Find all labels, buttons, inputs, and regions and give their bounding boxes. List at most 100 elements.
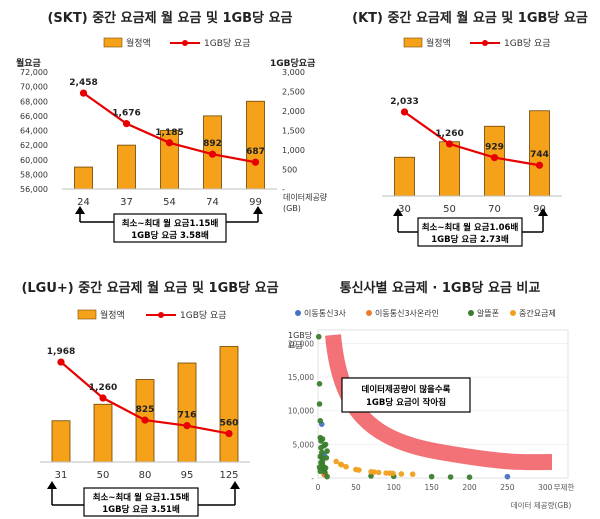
- y-tick-label: 15,000: [288, 373, 314, 382]
- note-line-2: 1GB당 요금 3.58배: [131, 230, 209, 241]
- scatter-point: [321, 442, 327, 449]
- x-tick-label: 24: [77, 197, 90, 208]
- legend-line-marker: [158, 312, 164, 318]
- scatter-point: [317, 453, 324, 460]
- left-tick-label: 60,000: [20, 156, 48, 165]
- legend-label: 이동통신3사: [304, 308, 347, 318]
- note-line-2: 1GB당 요금 3.51배: [102, 504, 180, 515]
- x-tick-label: 74: [206, 197, 219, 208]
- x-tick-label: 50: [443, 204, 456, 215]
- legend-bar-swatch: [103, 37, 123, 48]
- skt-chart-title: (SKT) 중간 요금제 월 요금 및 1GB당 요금: [47, 10, 292, 26]
- per-gb-label: 929: [485, 143, 504, 153]
- per-gb-label: 2,458: [69, 78, 97, 88]
- per-gb-point: [225, 429, 233, 438]
- bar: [246, 100, 265, 190]
- per-gb-point: [445, 140, 454, 148]
- per-gb-point: [490, 154, 499, 162]
- bar: [93, 403, 113, 463]
- annotation-line-1: 데이터제공량이 많을수록: [362, 384, 451, 395]
- note-box: [417, 217, 523, 247]
- x-tick-label: 70: [488, 204, 501, 215]
- x-tick-label: 80: [139, 470, 152, 481]
- legend-line-marker: [182, 40, 188, 46]
- x-tick-label: 99: [249, 197, 262, 208]
- right-tick-label: 2,500: [282, 88, 305, 97]
- per-gb-label: 744: [530, 150, 549, 160]
- left-tick-label: 66,000: [20, 112, 48, 121]
- bar: [74, 166, 93, 190]
- legend-marker: [468, 310, 474, 316]
- scatter-point: [315, 333, 322, 340]
- x-tick-label: 200: [462, 483, 477, 492]
- x-tick-label: 300: [538, 483, 553, 492]
- legend-line-label: 1GB당 요금: [504, 38, 551, 49]
- y-tick-label: -: [311, 474, 314, 483]
- scatter-point: [318, 459, 324, 466]
- right-tick-label: 1,500: [282, 127, 305, 136]
- left-tick-label: 72,000: [20, 68, 48, 77]
- scatter-chart: 통신사별 요금제 · 1GB당 요금 비교 이동통신3사 이동통신3사온라인 알뜰폰…: [288, 280, 575, 510]
- per-gb-point: [79, 89, 88, 97]
- legend-bar-label: 월정액: [426, 37, 451, 49]
- scatter-point: [466, 474, 473, 480]
- right-axis-title: 1GB당요금: [270, 57, 316, 69]
- per-gb-label: 825: [136, 405, 155, 415]
- per-gb-line: [403, 111, 540, 167]
- per-gb-point: [141, 416, 149, 424]
- note-box: [113, 213, 227, 243]
- legend-marker: [366, 310, 372, 316]
- left-tick-label: 70,000: [20, 83, 48, 92]
- legend-marker: [295, 310, 301, 316]
- y-axis-title: 1GB당 요금: [288, 330, 313, 350]
- x-tick-label: 31: [55, 470, 68, 481]
- per-gb-label: 1,968: [47, 347, 75, 357]
- scatter-point: [398, 471, 405, 477]
- per-gb-label: 1,185: [155, 128, 183, 138]
- legend-bar-label: 월정액: [100, 309, 125, 321]
- per-gb-label: 716: [178, 411, 197, 421]
- note-line-1: 최소~최대 월 요금1.06배: [422, 222, 519, 233]
- x-axis-title: 데이터 제공량(GB): [511, 500, 572, 510]
- x-tick-label: 0: [316, 483, 321, 492]
- scatter-point: [316, 401, 323, 407]
- right-tick-label: 500: [282, 166, 297, 175]
- scatter-point: [356, 467, 362, 473]
- lgu-chart-title: (LGU+) 중간 요금제 월 요금 및 1GB당 요금: [21, 280, 278, 296]
- scatter-point: [409, 471, 416, 478]
- scatter-point: [324, 448, 330, 454]
- per-gb-point: [251, 158, 260, 166]
- y-tick-label: 5,000: [293, 440, 315, 449]
- x-tick-label: 50: [351, 483, 361, 492]
- per-gb-point: [535, 161, 544, 169]
- per-gb-label: 560: [220, 419, 239, 429]
- legend-line-marker: [482, 40, 488, 46]
- skt-chart: (SKT) 중간 요금제 월 요금 및 1GB당 요금 월정액 1GB당 요금 …: [16, 10, 328, 243]
- scatter-point: [316, 381, 323, 387]
- per-gb-label: 2,033: [390, 97, 418, 107]
- kt-chart: (KT) 중간 요금제 월 요금 및 1GB당 요금 월정액 1GB당 요금 2…: [352, 10, 588, 247]
- x-tick-label: 95: [181, 470, 194, 481]
- legend-line-label: 1GB당 요금: [180, 310, 227, 321]
- x-axis-title: 데이터제공량 (GB): [283, 192, 328, 213]
- y-tick-label: 20,000: [288, 339, 314, 348]
- annotation-box: [341, 377, 471, 413]
- legend-label: 중간요금제: [519, 308, 556, 318]
- scatter-point: [390, 470, 396, 477]
- note-line-1: 최소~최대 월 요금1.15배: [122, 218, 219, 229]
- per-gb-point: [57, 358, 65, 366]
- scatter-point: [319, 436, 326, 442]
- scatter-point: [324, 473, 330, 480]
- left-axis-title: 월요금: [16, 57, 42, 69]
- scatter-point: [371, 469, 377, 475]
- legend-bar-label: 월정액: [126, 37, 151, 49]
- left-tick-label: 56,000: [20, 185, 48, 194]
- bar: [51, 420, 71, 463]
- right-tick-label: 1,000: [282, 146, 305, 155]
- bar: [117, 144, 136, 190]
- scatter-point: [368, 473, 374, 479]
- y-tick-label: 10,000: [288, 407, 314, 416]
- legend-bar-swatch: [403, 37, 423, 48]
- note-box: [83, 487, 199, 517]
- per-gb-label: 1,676: [112, 109, 140, 119]
